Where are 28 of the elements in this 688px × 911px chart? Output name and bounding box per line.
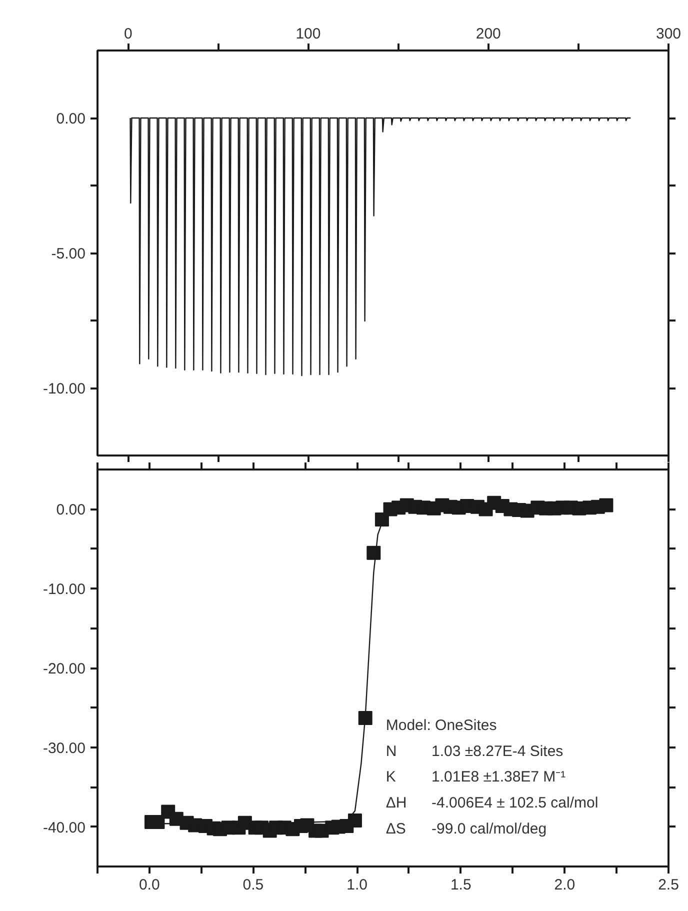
- point: [599, 498, 614, 512]
- y-tick-label: -10.00: [42, 581, 86, 598]
- x-tick-label: 200: [476, 26, 501, 42]
- y-tick-label: 0.00: [56, 502, 86, 519]
- y-tick-label: -20.00: [42, 660, 86, 678]
- y-tick-label: -10.00: [42, 380, 86, 398]
- line-series: [130, 117, 632, 376]
- x-tick-label: 0: [124, 26, 132, 42]
- point: [348, 813, 362, 828]
- x-tick-label: 300: [656, 26, 682, 42]
- text: K 1.01E8 ±1.38E7 M⁻¹: [386, 768, 566, 786]
- y-tick-label: -30.00: [42, 740, 86, 757]
- x-tick-label: 100: [296, 26, 321, 42]
- x-tick-label: 0.0: [138, 876, 160, 894]
- y-tick-label: -40.00: [42, 819, 86, 836]
- x-tick-label: 0.5: [242, 876, 264, 894]
- y-tick-label: 0.00: [56, 110, 86, 128]
- y-tick-label: -5.00: [51, 246, 86, 262]
- x-tick-label: 2.5: [658, 876, 679, 894]
- text: N 1.03 ±8.27E-4 Sites: [386, 742, 564, 760]
- text: ΔH -4.006E4 ± 102.5 cal/mol: [386, 794, 598, 812]
- text: ΔS -99.0 cal/mol/deg: [386, 820, 547, 838]
- annotation: Model: OneSites: [386, 717, 497, 734]
- point: [366, 546, 381, 560]
- x-tick-label: 1.5: [450, 876, 472, 894]
- x-tick-label: 1.0: [346, 876, 368, 894]
- x-tick-label: 2.0: [554, 876, 576, 894]
- point: [358, 711, 372, 726]
